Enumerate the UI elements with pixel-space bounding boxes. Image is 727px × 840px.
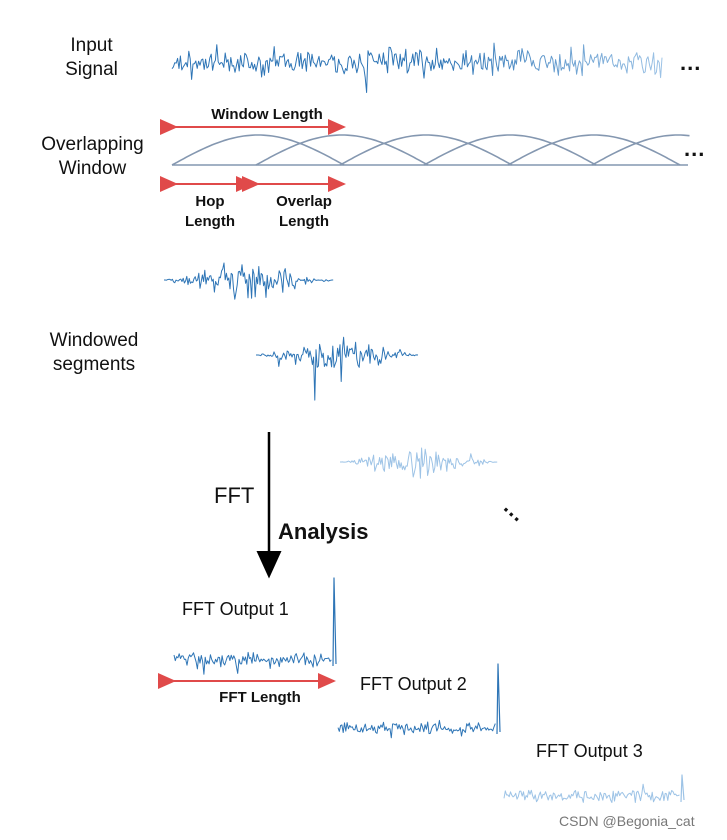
windowed-segment-2 <box>256 336 419 401</box>
fft-output-3-label: FFT Output 3 <box>536 741 643 761</box>
window-ellipsis: ... <box>684 136 706 161</box>
hop-length-label: Hop Length <box>185 193 235 230</box>
fft-output-2-label: FFT Output 2 <box>360 674 467 694</box>
input-signal-waveform <box>171 42 663 93</box>
window-length-label: Window Length <box>211 106 323 123</box>
windowed-segment-1 <box>164 262 334 300</box>
input-signal-label: Input Signal <box>65 35 118 80</box>
overlapping-window-curves <box>171 134 690 166</box>
overlap-length-label: Overlap Length <box>276 193 332 230</box>
overlapping-window-label: Overlapping Window <box>41 134 144 179</box>
fft-label: FFT <box>214 483 255 508</box>
windowed-segments-label: Windowed segments <box>49 330 139 375</box>
fft-output-1-spectrum <box>173 577 337 675</box>
fft-output-3-spectrum <box>503 774 685 803</box>
input-ellipsis: ... <box>680 50 702 75</box>
fft-output-2-spectrum <box>337 663 501 739</box>
csdn-watermark: CSDN @Begonia_cat <box>559 813 695 829</box>
analysis-label: Analysis <box>278 519 369 544</box>
windowed-segment-3 <box>340 447 498 479</box>
fft-length-label: FFT Length <box>219 689 301 706</box>
fft-output-1-label: FFT Output 1 <box>182 599 289 619</box>
